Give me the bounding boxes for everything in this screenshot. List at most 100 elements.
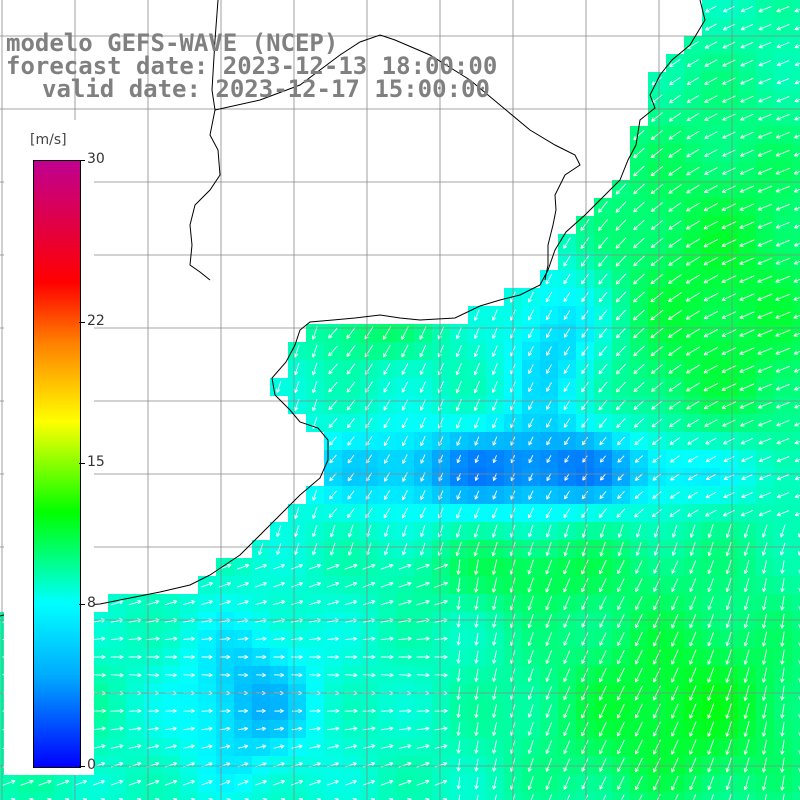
wind-arrow [687,491,699,499]
wind-arrow [761,613,768,629]
wind-arrow [420,507,426,519]
wind-arrow [721,221,737,230]
wind-arrow [546,346,552,356]
wind-arrow [761,542,768,556]
colorbar-tick [79,766,85,767]
wind-arrow [326,581,340,588]
wind-arrow [685,274,701,284]
wind-arrow [671,757,679,773]
wind-arrow [723,492,735,499]
wind-arrow [615,201,627,213]
wind-speed-cell [792,432,800,450]
wind-arrow [743,631,750,647]
wind-arrow [668,310,682,320]
wind-arrow [775,347,791,355]
wind-arrow [455,344,462,358]
wind-arrow [685,310,701,320]
wind-arrow [398,726,412,731]
wind-arrow [617,455,625,463]
wind-arrow [581,650,589,665]
wind-speed-cell [792,36,800,54]
wind-arrow [420,436,426,447]
wind-arrow [581,363,589,375]
wind-arrow [635,631,643,647]
wind-arrow [75,779,88,786]
wind-speed-cell [288,792,306,800]
wind-arrow [740,59,754,67]
wind-arrow [762,595,767,611]
wind-arrow [380,744,394,749]
wind-arrow [794,26,800,31]
wind-arrow [739,293,755,301]
wind-arrow [668,346,682,356]
wind-arrow [309,636,322,641]
wind-arrow [383,542,390,556]
wind-arrow [758,456,772,463]
wind-arrow [761,631,768,647]
wind-arrow [546,473,552,482]
wind-arrow [635,613,643,629]
wind-arrow [758,474,771,481]
wind-speed-cell [180,792,198,800]
wind-arrow [739,365,755,373]
wind-arrow [616,508,626,518]
wind-arrow [740,5,754,13]
wind-arrow [779,524,786,538]
wind-arrow [725,757,732,773]
wind-arrow [689,542,696,557]
wind-arrow [761,757,768,773]
wind-arrow [183,780,195,786]
wind-arrow [671,613,679,629]
wind-arrow [528,436,534,446]
wind-arrow [219,654,231,660]
wind-arrow [758,95,772,103]
wind-arrow [687,473,698,481]
wind-arrow [328,327,338,339]
wind-arrow [762,578,767,593]
wind-arrow [703,382,719,392]
wind-arrow [491,381,498,393]
wind-arrow [380,581,394,588]
wind-arrow [725,739,732,755]
wind-arrow [776,492,790,499]
wind-arrow [721,329,737,337]
wind-speed-cell [702,792,720,800]
wind-arrow [312,524,318,538]
wind-arrow [146,636,160,641]
wind-arrow [671,775,679,791]
wind-arrow [758,24,772,31]
colorbar-tick [79,321,85,323]
wind-arrow [762,560,767,574]
wind-arrow [581,508,589,519]
wind-arrow [346,363,356,375]
wind-arrow [276,543,282,555]
wind-arrow [764,793,767,800]
wind-arrow [722,149,736,157]
wind-arrow [599,436,607,446]
wind-arrow [617,473,625,481]
wind-arrow [273,564,285,570]
wind-arrow [794,404,800,409]
wind-arrow [165,744,178,749]
wind-arrow [739,347,755,355]
wind-arrow [219,636,231,642]
wind-arrow [743,757,750,773]
wind-arrow [494,794,497,800]
wind-arrow [563,740,571,755]
wind-arrow [598,381,608,393]
wind-arrow [776,96,790,103]
wind-arrow [474,650,479,664]
wind-arrow [474,490,480,500]
wind-arrow [633,201,645,213]
wind-speed-cell [792,738,800,756]
wind-arrow [419,542,426,556]
wind-arrow [615,273,627,285]
wind-arrow [492,776,497,790]
wind-arrow [492,668,497,682]
wind-arrow [757,293,773,301]
wind-arrow [650,220,664,231]
wind-arrow [563,237,571,249]
wind-arrow [546,418,552,428]
wind-arrow [758,419,772,427]
wind-arrow [633,147,645,159]
